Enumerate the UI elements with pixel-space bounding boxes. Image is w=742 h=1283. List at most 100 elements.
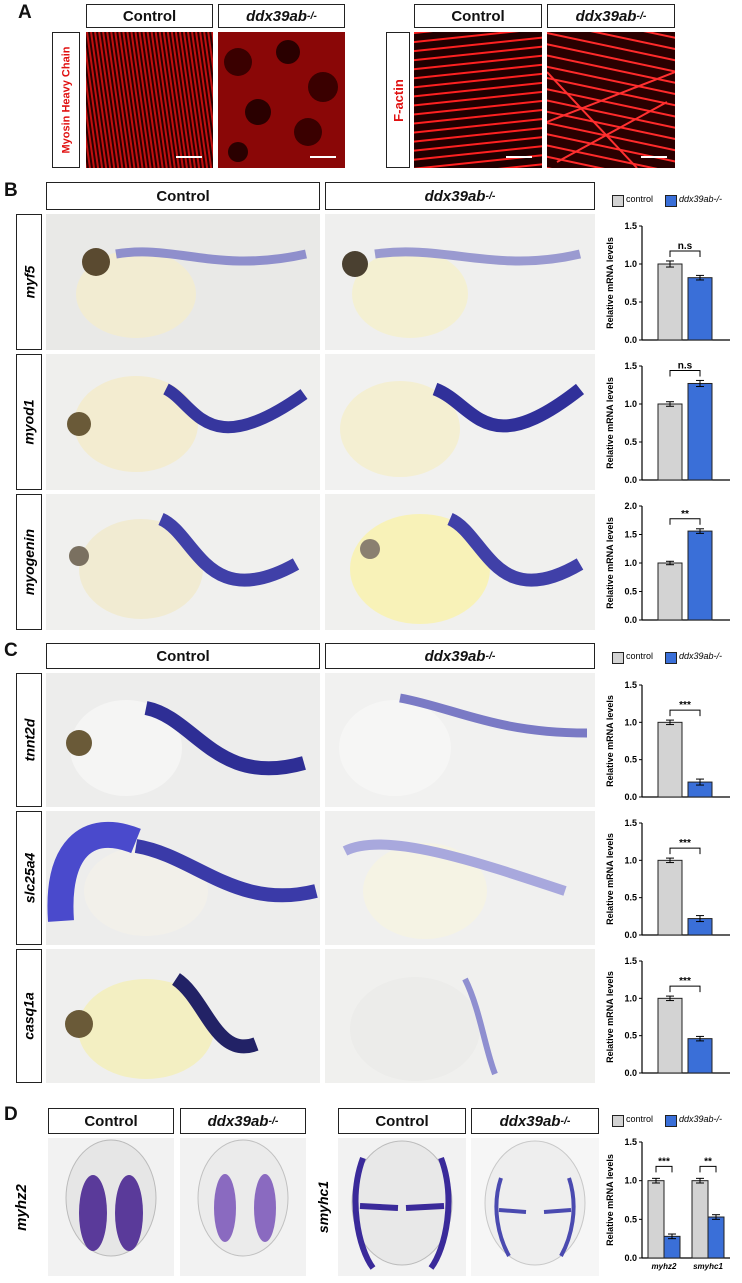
row-label-smyhc1: smyhc1 bbox=[310, 1138, 336, 1276]
y-axis-label: Relative mRNA levels bbox=[605, 1154, 615, 1246]
section-smyhc1-control bbox=[338, 1138, 466, 1276]
ish-myf5-control bbox=[46, 214, 320, 350]
chart-casq1a: Relative mRNA levels 0.0 0.5 1.0 1.5 *** bbox=[604, 949, 740, 1083]
y-tick-label: 0.5 bbox=[624, 1031, 637, 1041]
chart-slc25a4: Relative mRNA levels 0.0 0.5 1.0 1.5 *** bbox=[604, 811, 740, 945]
ish-myf5-mutant bbox=[325, 214, 595, 350]
significance-label: *** bbox=[658, 1156, 670, 1167]
col-label-d-mutant-1: ddx39ab -/- bbox=[180, 1108, 306, 1134]
legend-d: control ddx39ab-/- bbox=[610, 1114, 740, 1128]
y-axis-label: Relative mRNA levels bbox=[605, 695, 615, 787]
significance-bracket bbox=[669, 369, 701, 377]
bar-mutant bbox=[663, 1235, 681, 1259]
y-tick-label: 0.0 bbox=[624, 335, 637, 345]
bar-mutant bbox=[687, 1038, 713, 1074]
col-label-c-mutant: ddx39ab -/- bbox=[325, 643, 595, 669]
chart-myogenin: Relative mRNA levels 0.0 0.5 1.0 1.5 2.0 ** bbox=[604, 494, 740, 630]
ish-myod1-mutant bbox=[325, 354, 595, 490]
chart-tnnt2d: Relative mRNA levels 0.0 0.5 1.0 1.5 *** bbox=[604, 673, 740, 807]
legend-text-mutant: ddx39ab-/- bbox=[679, 194, 723, 204]
y-tick-label: 1.0 bbox=[624, 558, 637, 568]
section-myhz2-control bbox=[48, 1138, 174, 1276]
bar-control bbox=[657, 859, 683, 936]
legend-swatch-control bbox=[612, 1115, 624, 1127]
y-tick-label: 1.0 bbox=[624, 399, 637, 409]
row-label-factin: F-actin bbox=[386, 32, 410, 168]
significance-bracket bbox=[669, 985, 701, 993]
panel-label-b: B bbox=[4, 180, 18, 201]
y-tick-label: 1.0 bbox=[624, 1176, 637, 1186]
legend-swatch-control bbox=[612, 652, 624, 664]
significance-bracket bbox=[655, 1165, 673, 1173]
significance-label: *** bbox=[679, 976, 691, 987]
row-label-myf5: myf5 bbox=[16, 214, 42, 350]
significance-bracket bbox=[669, 847, 701, 855]
col-label-d-control-1: Control bbox=[48, 1108, 174, 1134]
significance-label: n.s bbox=[678, 360, 693, 371]
bar-control bbox=[657, 721, 683, 798]
y-tick-label: 1.0 bbox=[624, 717, 637, 727]
y-tick-label: 0.0 bbox=[624, 475, 637, 485]
significance-bracket bbox=[699, 1165, 717, 1173]
significance-label: *** bbox=[679, 838, 691, 849]
y-axis-label: Relative mRNA levels bbox=[605, 377, 615, 469]
ish-tnnt2d-control bbox=[46, 673, 320, 807]
chart-myod1: Relative mRNA levels 0.0 0.5 1.0 1.5 n.s bbox=[604, 354, 740, 490]
ish-myogenin-control bbox=[46, 494, 320, 630]
col-label-d-control-2: Control bbox=[338, 1108, 466, 1134]
y-tick-label: 0.0 bbox=[624, 792, 637, 802]
bar-control bbox=[657, 562, 683, 621]
ish-slc25a4-control bbox=[46, 811, 320, 945]
col-label-c-control: Control bbox=[46, 643, 320, 669]
legend-text-mutant: ddx39ab-/- bbox=[679, 1114, 723, 1124]
y-axis-label: Relative mRNA levels bbox=[605, 237, 615, 329]
significance-label: n.s bbox=[678, 241, 693, 252]
bar-control bbox=[691, 1180, 709, 1259]
bar-mutant bbox=[687, 530, 713, 621]
row-label-slc25a4: slc25a4 bbox=[16, 811, 42, 945]
col-label-b-control: Control bbox=[46, 182, 320, 210]
legend-b: control ddx39ab-/- bbox=[610, 194, 740, 208]
y-tick-label: 0.5 bbox=[624, 437, 637, 447]
micrograph-mhc-control bbox=[86, 32, 213, 168]
bar-mutant bbox=[707, 1216, 725, 1259]
row-label-tnnt2d: tnnt2d bbox=[16, 673, 42, 807]
panel-label-a: A bbox=[18, 2, 32, 23]
y-tick-label: 0.5 bbox=[624, 893, 637, 903]
micrograph-factin-mutant bbox=[547, 32, 675, 168]
bar-control bbox=[657, 263, 683, 341]
y-tick-label: 1.0 bbox=[624, 855, 637, 865]
section-myhz2-mutant bbox=[180, 1138, 306, 1276]
bar-control bbox=[647, 1180, 665, 1259]
panel-label-d: D bbox=[4, 1104, 18, 1125]
significance-label: ** bbox=[704, 1156, 712, 1167]
y-tick-label: 0.0 bbox=[624, 930, 637, 940]
significance-label: ** bbox=[681, 509, 689, 520]
legend-text-control: control bbox=[626, 651, 654, 661]
ish-tnnt2d-mutant bbox=[325, 673, 595, 807]
legend-swatch-mutant bbox=[665, 652, 677, 664]
significance-bracket bbox=[669, 709, 701, 717]
ish-slc25a4-mutant bbox=[325, 811, 595, 945]
y-tick-label: 0.0 bbox=[624, 1068, 637, 1078]
y-tick-label: 0.5 bbox=[624, 297, 637, 307]
x-tick-label: myhz2 bbox=[652, 1262, 677, 1271]
micrograph-factin-control bbox=[414, 32, 542, 168]
col-label-a-control-1: Control bbox=[86, 4, 213, 28]
y-tick-label: 2.0 bbox=[624, 501, 637, 511]
y-tick-label: 1.5 bbox=[624, 956, 637, 966]
legend-text-control: control bbox=[626, 194, 654, 204]
legend-text-control: control bbox=[626, 1114, 654, 1124]
col-label-b-mutant: ddx39ab -/- bbox=[325, 182, 595, 210]
legend-c: control ddx39ab-/- bbox=[610, 651, 740, 665]
panel-label-c: C bbox=[4, 640, 18, 661]
y-tick-label: 0.5 bbox=[624, 1214, 637, 1224]
chart-myf5: Relative mRNA levels 0.0 0.5 1.0 1.5 n.s bbox=[604, 214, 740, 350]
row-label-myod1: myod1 bbox=[16, 354, 42, 490]
bar-control bbox=[657, 997, 683, 1074]
y-tick-label: 1.5 bbox=[624, 818, 637, 828]
y-tick-label: 1.5 bbox=[624, 221, 637, 231]
y-tick-label: 0.5 bbox=[624, 755, 637, 765]
significance-bracket bbox=[669, 250, 701, 257]
row-label-myhz2: myhz2 bbox=[6, 1138, 36, 1276]
